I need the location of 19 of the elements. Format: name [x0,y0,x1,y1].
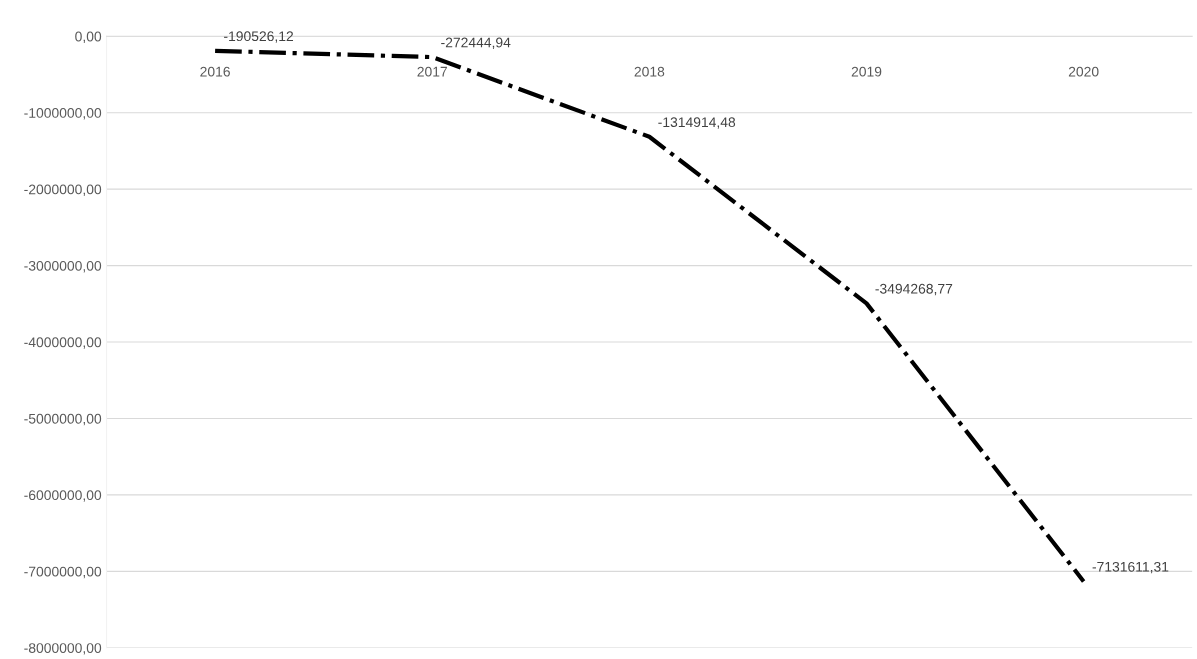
y-tick-label: -8000000,00 [24,643,102,655]
y-tick-label: -3000000,00 [24,260,102,273]
data-label: -272444,94 [441,37,511,50]
x-tick-label: 2019 [851,66,882,77]
y-tick-label: -4000000,00 [24,337,102,349]
y-tick-label: -6000000,00 [24,490,102,502]
data-label: -7131611,31 [1092,561,1169,574]
data-label: -1314914,48 [658,117,736,129]
x-tick-label: 2018 [634,66,665,77]
y-tick-label: -5000000,00 [24,413,102,426]
data-label: -190526,12 [224,31,294,43]
x-tick-label: 2017 [417,66,447,77]
y-tick-label: -1000000,00 [24,108,102,120]
y-tick-label: 0,00 [75,31,102,44]
y-tick-label: -2000000,00 [24,184,102,196]
y-tick-label: -7000000,00 [24,566,102,579]
x-tick-label: 2016 [200,66,230,77]
data-label: -3494268,77 [875,283,953,296]
x-tick-label: 2020 [1068,66,1099,77]
